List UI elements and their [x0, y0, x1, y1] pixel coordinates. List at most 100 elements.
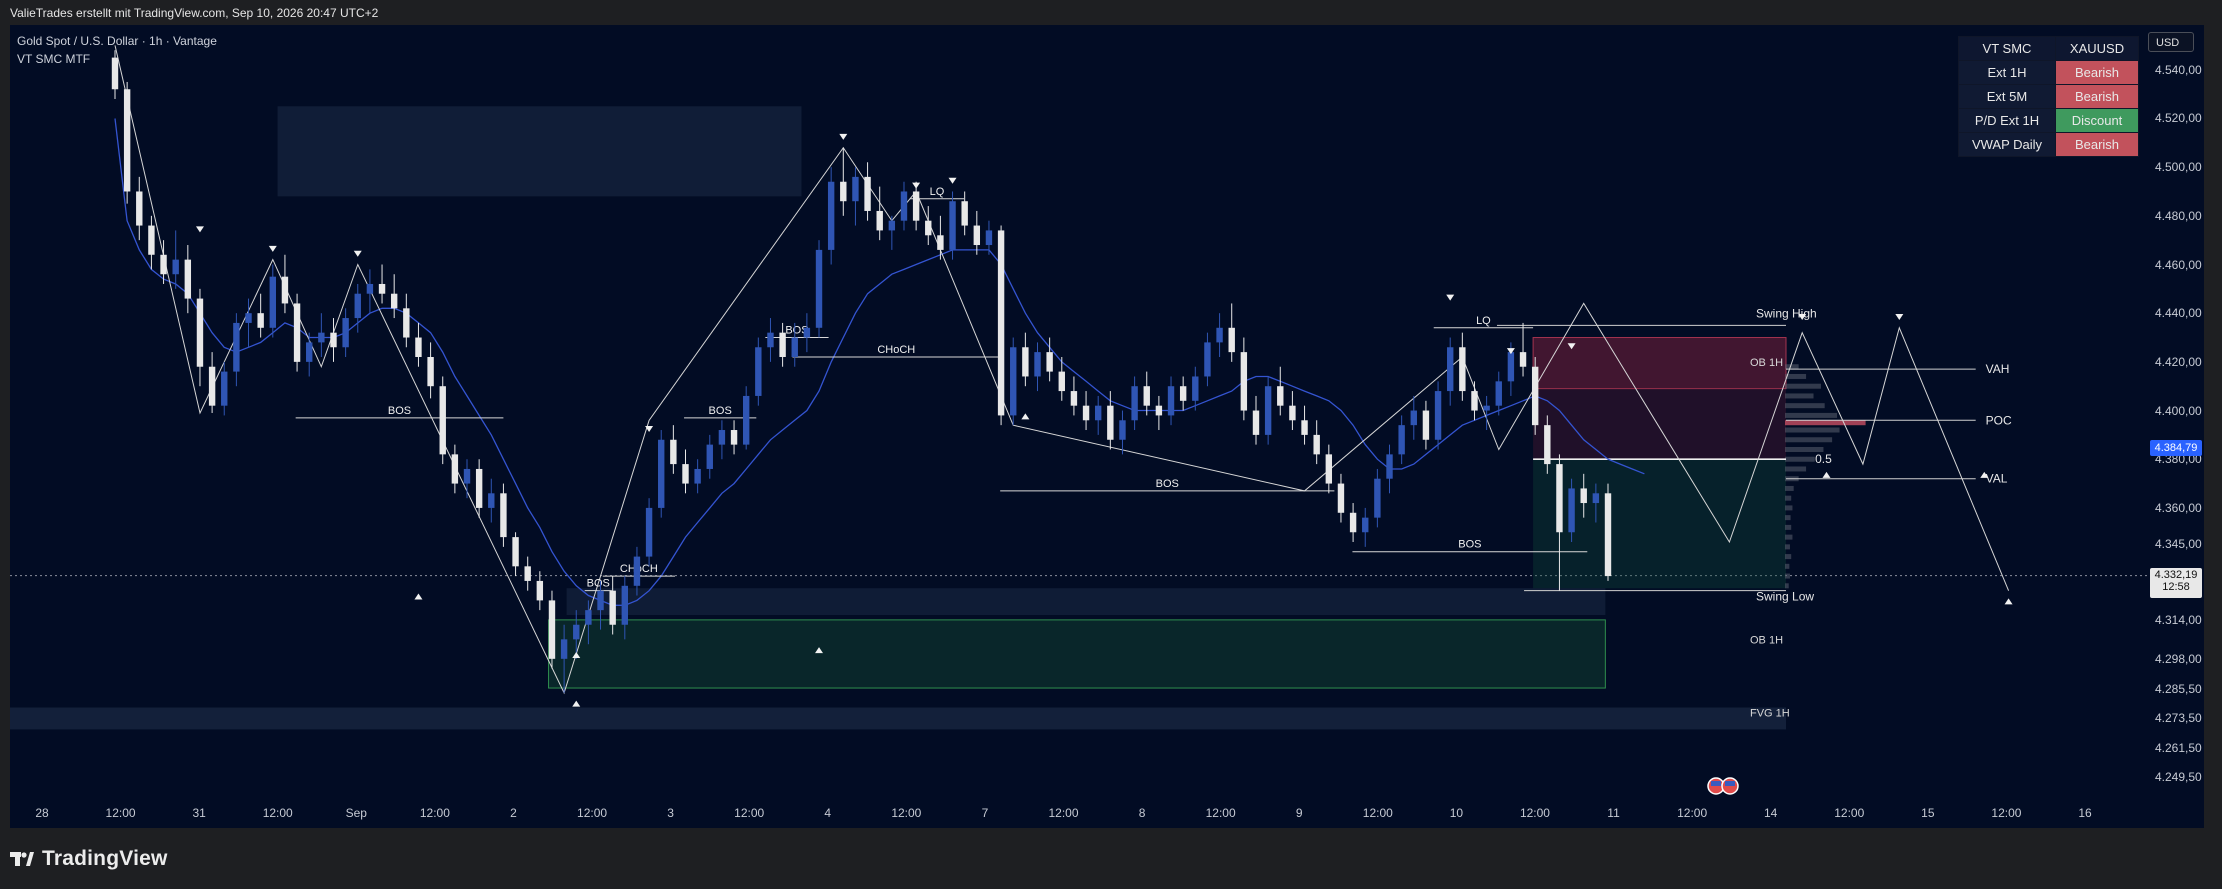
volume-profile-bar — [1785, 364, 1799, 370]
candle — [1568, 478, 1575, 542]
candle-body — [1058, 371, 1065, 392]
candle — [1119, 410, 1126, 455]
candle-body — [318, 332, 325, 343]
candle — [791, 322, 798, 367]
swing-high-marker — [268, 245, 277, 252]
time-axis-label: 12:00 — [1362, 806, 1393, 820]
candle — [1204, 332, 1211, 387]
candle-body — [208, 366, 216, 406]
volume-profile-bar — [1785, 485, 1794, 491]
candle — [1556, 454, 1563, 591]
liquidity-band — [566, 588, 1606, 616]
candle — [512, 532, 519, 577]
price-axis-label: 4.314,00 — [2155, 612, 2202, 627]
swing-low-marker — [1021, 413, 1030, 420]
candle — [1289, 391, 1296, 431]
candle-body — [403, 308, 410, 338]
tradingview-logo-icon — [10, 852, 34, 866]
last-price-value: 4.332,19 — [2154, 568, 2198, 581]
zone-label: FVG 1H — [1750, 707, 1790, 719]
candle-body — [961, 201, 968, 226]
candle-body — [791, 337, 798, 357]
time-axis-label: 12:00 — [1519, 806, 1550, 820]
candle-body — [888, 220, 896, 231]
candle-body — [742, 395, 750, 445]
candle — [633, 546, 641, 596]
price-axis-label: 4.360,00 — [2155, 500, 2202, 515]
smc-row-vwap-daily: VWAP Daily Bearish — [1958, 132, 2139, 157]
candle-body — [1289, 405, 1296, 421]
smc-row-value: Bearish — [2055, 60, 2139, 85]
candle-body — [1107, 405, 1114, 440]
smc-header-name: VT SMC — [1958, 36, 2056, 61]
fvg-1h — [10, 707, 1786, 730]
symbol-legend[interactable]: Gold Spot / U.S. Dollar · 1h · Vantage — [17, 34, 217, 48]
candle-body — [136, 191, 143, 226]
candle-body — [1070, 391, 1078, 406]
candle-body — [1568, 488, 1575, 533]
candle-body — [245, 313, 252, 323]
price-axis-label: 4.273,50 — [2155, 711, 2202, 726]
candle — [172, 230, 179, 289]
structure-label: BOS — [388, 405, 411, 417]
candle — [378, 264, 386, 304]
candle-body — [172, 259, 179, 275]
candle — [645, 498, 653, 567]
candle — [730, 420, 738, 455]
indicator-legend[interactable]: VT SMC MTF — [17, 52, 91, 66]
candle — [876, 186, 883, 241]
candle-body — [1204, 342, 1211, 377]
volume-profile-bar — [1785, 524, 1792, 530]
candle — [742, 386, 750, 450]
candle-body — [840, 181, 847, 202]
candle — [318, 313, 325, 357]
time-axis-label: 4 — [824, 806, 832, 820]
volume-profile-bar — [1785, 373, 1807, 379]
candle-body — [354, 293, 361, 319]
candle — [257, 293, 264, 338]
smc-row-label: P/D Ext 1H — [1958, 108, 2056, 133]
price-chart[interactable]: Swing High Swing Low 0.5 VAH POC VAL OB 1H OB 1… — [10, 25, 2204, 828]
structure-label: BOS — [1458, 539, 1481, 551]
candle-body — [221, 371, 228, 406]
candle — [524, 556, 531, 591]
candle — [1179, 376, 1187, 411]
candle-body — [1325, 454, 1333, 484]
candle — [1167, 376, 1175, 426]
smc-status-table: VT SMC XAUUSD Ext 1H Bearish Ext 5M Bear… — [1958, 36, 2139, 157]
ob-bear-1h — [1532, 337, 1787, 390]
candle — [330, 318, 337, 362]
candle — [1495, 371, 1502, 416]
time-axis-label: 7 — [981, 806, 989, 820]
discount-zone — [1533, 459, 1786, 589]
swing-high-marker — [1798, 314, 1807, 321]
volume-profile-bar — [1785, 456, 1815, 462]
chart-pane[interactable]: Swing High Swing Low 0.5 VAH POC VAL OB 1H OB 1… — [10, 25, 2204, 828]
candle-body — [997, 230, 1005, 416]
candle — [403, 293, 410, 348]
candle — [1544, 415, 1551, 474]
zigzag-structure — [114, 45, 2010, 695]
currency-button[interactable]: USD — [2148, 32, 2194, 52]
volume-profile-bar — [1785, 573, 1790, 579]
candle-body — [1094, 405, 1102, 421]
price-axis-label: 4.540,00 — [2155, 62, 2202, 77]
volume-profile-bar — [1785, 505, 1793, 511]
candle — [111, 50, 119, 99]
candle — [864, 162, 871, 221]
premium-zone — [1533, 388, 1786, 460]
candle-body — [1192, 376, 1199, 401]
candle-body — [937, 235, 944, 250]
candle-body — [463, 468, 471, 484]
candle-body — [670, 439, 677, 465]
candle — [1422, 400, 1430, 450]
candle — [1592, 483, 1600, 523]
volume-profile-bar — [1785, 554, 1792, 560]
swing-high-marker — [1506, 348, 1515, 355]
bar-countdown: 12:58 — [2162, 580, 2190, 593]
candle — [925, 206, 932, 246]
ob-bull-1h — [548, 619, 1606, 689]
candle — [597, 580, 604, 630]
candle-body — [621, 585, 629, 625]
swing-high-marker — [912, 182, 921, 189]
